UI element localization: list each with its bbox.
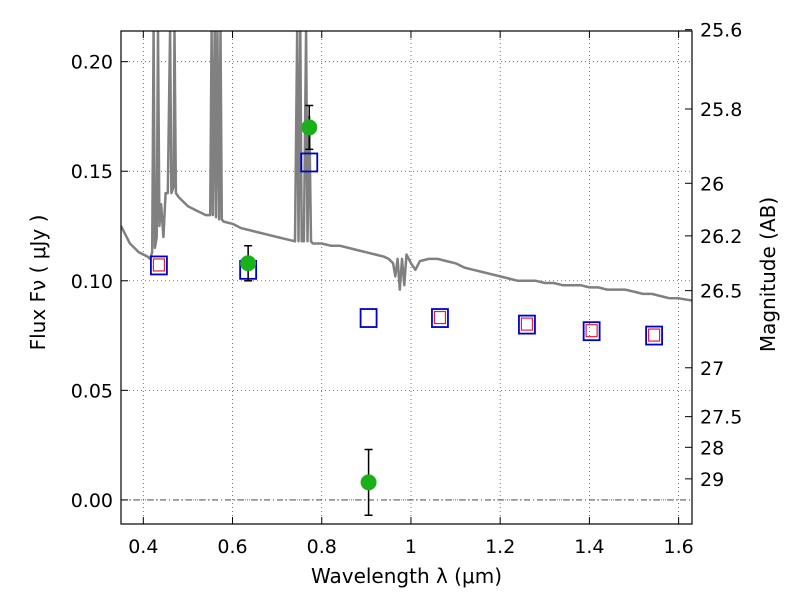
inner-square [152,258,166,272]
y2-tick-label: 25.6 [700,20,742,42]
y2-tick-label: 26.2 [700,226,742,248]
y2-tick-label: 26.5 [700,281,742,303]
x-axis-title: Wavelength λ (μm) [311,564,502,588]
y2-tick-label: 27.5 [700,407,742,429]
model-photometry-square [645,325,663,346]
y-tick-label: 0.10 [71,271,113,293]
y-tick-label: 0.05 [71,380,113,402]
y2-tick-label: 29 [700,469,724,491]
model-photometry-square [518,314,536,335]
observed-point [240,255,257,272]
x-tick-label: 1 [405,536,417,558]
y-axis-title: Flux Fν ( μJy ) [26,215,50,351]
inner-square [433,310,447,325]
inner-square [647,328,661,342]
inner-square [585,324,598,338]
x-tick-label: 1.6 [664,536,694,558]
x-tick-label: 0.8 [307,536,337,558]
y-tick-label: 0.00 [71,490,113,512]
observed-point [360,474,377,491]
inner-squares [152,258,661,342]
y2-tick-label: 27 [700,358,724,380]
model-spectrum-line [121,31,692,302]
model-photometry-square [359,308,378,328]
y-tick-label: 0.20 [71,52,113,74]
grid-lines [121,31,692,524]
model-photometry-square [582,321,601,342]
y-tick-labels: 0.00 0.05 0.10 0.15 0.20 [71,52,113,512]
x-tick-label: 0.4 [128,536,158,558]
model-photometry-squares [150,152,663,346]
model-spectrum [121,31,692,302]
model-photometry-square [150,255,168,276]
x-tick-label: 1.2 [485,536,515,558]
y2-tick-label: 25.8 [700,99,742,121]
y-tick-label: 0.15 [71,161,113,183]
plot-area [121,31,692,516]
inner-square [520,317,534,331]
x-tick-label: 1.4 [574,536,604,558]
axis-ticks [121,29,692,524]
x-tick-labels: 0.4 0.6 0.8 1 1.2 1.4 1.6 [128,536,694,558]
y2-axis-title: Magnitude (AB) [756,197,780,352]
y2-tick-label: 26 [700,173,724,195]
x-tick-label: 0.6 [217,536,247,558]
model-photometry-square [431,308,449,328]
observed-point [301,119,318,136]
model-photometry-square [300,152,319,173]
y2-tick-label: 28 [700,437,724,459]
plot-frame [120,30,693,525]
observed-points [240,119,377,491]
y2-tick-labels: 25.6 25.8 26 26.2 26.5 27 27.5 28 29 [700,20,742,491]
